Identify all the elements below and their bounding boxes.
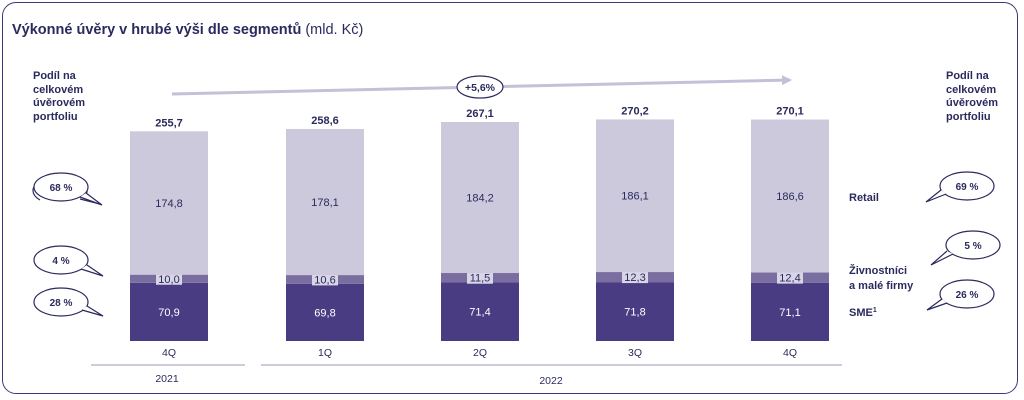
share-header-right: Podíl na celkovém úvěrovém portfoliu [946,70,998,124]
share-header-right-line: úvěrovém [946,97,998,109]
category-label: 1Q [318,347,332,359]
value-label-small-business: 12,3 [624,272,645,284]
chart-title: Výkonné úvěry v hrubé výši dle segmentů … [12,22,363,38]
value-label-small-business: 11,5 [470,273,491,285]
category-label: 2Q [473,347,487,359]
share-header-right-line: Podíl na [946,70,989,82]
speech-bubble-shape [33,287,89,317]
chart-title-unit: (mld. Kč) [305,22,364,38]
share-bubble-right: 5 % [930,230,1001,266]
bar-segment-retail [596,119,674,273]
value-label-background [312,273,338,286]
segment-label-sme: SME1 [849,307,877,319]
share-right-small-business: 5 % [964,241,981,252]
value-label-retail: 184,2 [466,193,494,205]
bar-segment-retail [286,129,364,276]
value-label-background [156,272,182,285]
bar-segment-sme [130,282,208,341]
speech-bubble-shape [939,279,995,309]
speech-bubble-tail [80,264,104,277]
share-header-left-line: úvěrovém [33,97,85,109]
share-header-right-line: celkovém [946,83,997,96]
segment-label-retail: Retail [849,192,879,204]
share-header-left: Podíl na celkovém úvěrovém portfoliu [33,70,85,124]
category-label: 3Q [628,347,642,359]
value-label-sme: 70,9 [158,307,179,319]
bar-segment-sme [286,283,364,341]
growth-badge-label: +5,6% [465,82,496,94]
speech-bubble-shape [33,172,89,202]
share-bubble-left: 28 % [33,287,104,317]
value-label-sme: 71,8 [624,307,645,319]
speech-bubble-tail [79,192,103,206]
bars-group: 70,9 10,0 174,8 255,7 4Q 69,8 10,6 178,1 258,6 1Q… [130,105,829,359]
value-label-retail: 186,6 [776,191,804,203]
speech-bubble-tail [81,305,104,317]
bar-segment-sme [751,282,829,341]
segment-label-small-business-line2: a malé firmy [849,280,914,292]
value-label-small-business: 12,4 [779,273,800,285]
bar-segment-sme [441,282,519,341]
value-label-small-business: 10,0 [158,274,179,286]
share-bubble-right: 69 % [925,171,995,203]
value-label-background [622,271,648,284]
value-label-retail: 174,8 [155,198,183,210]
chart-title-main: Výkonné úvěry v hrubé výši dle segmentů [12,22,302,38]
segment-label-sme-text: SME [849,307,873,319]
total-label: 258,6 [311,115,339,127]
value-label-retail: 186,1 [621,191,649,203]
chart-frame [2,2,1018,394]
share-bubble-right: 26 % [926,279,995,311]
value-label-background [467,271,493,284]
growth-badge [456,75,504,99]
share-right-sme: 26 % [956,290,979,301]
share-bubble-left: 4 % [33,245,104,277]
speech-bubble-tail [925,189,947,203]
segment-label-sme-footnote: 1 [873,307,877,314]
share-header-left-line: Podíl na [33,70,76,82]
share-header-right-line: portfoliu [946,110,991,123]
value-label-retail: 178,1 [311,197,339,209]
total-label: 255,7 [155,117,183,129]
bar-segment-retail [441,121,519,274]
bar-segment-retail [751,119,829,273]
share-left-retail: 68 % [50,183,73,194]
share-header-left-line: celkovém [33,83,84,96]
speech-bubble-shape [939,171,995,201]
speech-bubble-shape [945,230,1001,260]
total-label: 270,2 [621,105,649,117]
speech-bubble-tail [930,250,954,266]
value-label-sme: 71,4 [469,307,490,319]
segment-label-small-business-line1: Živnostníci [849,264,907,277]
bar-segment-retail [130,131,208,275]
category-label: 4Q [783,347,797,359]
value-label-background [777,271,803,284]
value-label-sme: 69,8 [314,307,335,319]
share-bubble-left: 68 % [32,172,103,206]
value-label-sme: 71,1 [779,307,800,319]
year-label-2021: 2021 [155,373,179,385]
bar-segment-sme [596,282,674,341]
share-header-left-line: portfoliu [33,110,78,123]
year-label-2022: 2022 [539,375,563,387]
share-left-sme: 28 % [50,298,73,309]
value-label-small-business: 10,6 [314,274,335,286]
speech-bubble-tail [926,298,948,311]
share-left-small-business: 4 % [52,256,69,267]
share-right-retail: 69 % [956,182,979,193]
speech-bubble-shape [33,245,89,275]
total-label: 270,1 [776,106,804,118]
category-label: 4Q [162,347,176,359]
total-label: 267,1 [466,108,494,120]
